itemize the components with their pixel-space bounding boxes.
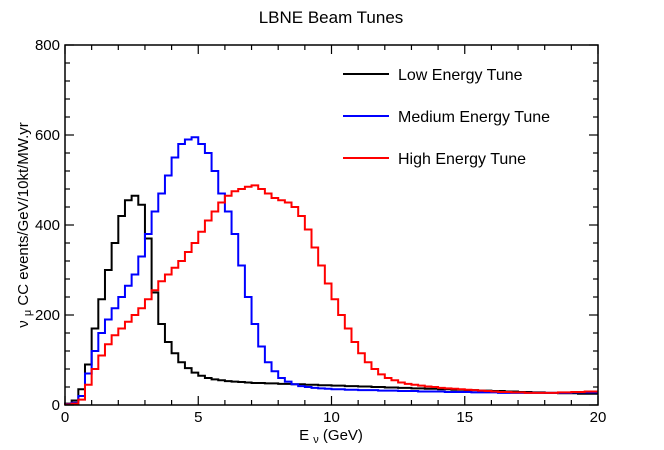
x-tick-label: 10	[323, 409, 340, 426]
y-tick-label: 0	[52, 397, 60, 414]
y-axis-rest: CC events/GeV/10kt/MW.yr	[15, 122, 32, 305]
x-tick-label: 15	[456, 409, 473, 426]
plot-frame	[64, 44, 599, 406]
y-tick-label: 600	[35, 127, 60, 144]
y-axis-subscript: μ	[22, 310, 34, 316]
y-axis-symbol: ν	[15, 320, 32, 328]
series-line-3	[64, 184, 598, 406]
chart-title: LBNE Beam Tunes	[259, 8, 404, 27]
x-axis-title: E ν (GeV)	[299, 427, 363, 447]
legend: Low Energy Tune Medium Energy Tune High En…	[343, 67, 550, 168]
y-axis-title: ν μ CC events/GeV/10kt/MW.yr	[15, 122, 35, 328]
x-axis-unit: (GeV)	[323, 427, 363, 444]
y-tick-label: 400	[35, 217, 60, 234]
x-axis-subscript: ν	[313, 434, 319, 446]
y-tick-label: 800	[35, 37, 60, 54]
series-line-2	[64, 136, 598, 406]
legend-label-3: High Energy Tune	[398, 151, 526, 168]
y-tick-label: 200	[35, 307, 60, 324]
x-axis-symbol: E	[299, 427, 309, 444]
legend-label-2: Medium Energy Tune	[398, 109, 550, 126]
x-tick-label: 20	[590, 409, 607, 426]
legend-label-1: Low Energy Tune	[398, 67, 523, 84]
x-tick-label: 0	[61, 409, 69, 426]
x-tick-label: 5	[194, 409, 202, 426]
series-group	[64, 136, 598, 406]
